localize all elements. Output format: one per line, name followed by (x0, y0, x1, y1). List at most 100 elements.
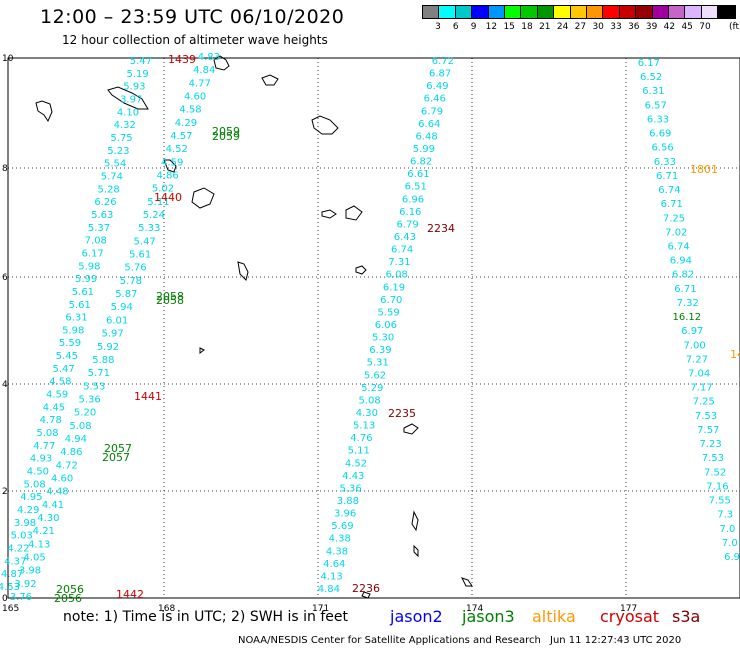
wave-height-label: 5.98 (62, 325, 84, 336)
wave-height-label: 5.33 (138, 223, 160, 234)
wave-height-label: 7.55 (709, 496, 731, 507)
wave-height-label: 7.0 (722, 538, 738, 549)
wave-height-label: 4.60 (184, 92, 206, 103)
wave-height-label: 6.71 (674, 284, 696, 295)
wave-height-label: 3.97 (120, 94, 142, 105)
island-outline (261, 74, 279, 86)
wave-height-label: 4.86 (156, 171, 178, 182)
island-outline (237, 261, 249, 281)
wave-height-label: 6.74 (658, 185, 680, 196)
wave-height-label: 4.05 (23, 552, 45, 563)
wave-height-label: 7.53 (695, 411, 717, 422)
wave-height-label: 5.11 (147, 197, 169, 208)
wave-height-label: 5.61 (72, 287, 94, 298)
wave-height-label: 7.27 (686, 354, 708, 365)
wave-height-label: 6.17 (81, 248, 103, 259)
wave-height-label: 5.03 (11, 531, 33, 542)
satellite-tracks: 5.47 5.19 5.933.97 4.10 4.32 5.75 5.23 5.545.74… (0, 52, 740, 603)
pass-time-label: 2059 (212, 130, 240, 143)
colorbar-tick-label: 39 (645, 22, 658, 32)
island-outline (355, 265, 367, 275)
island-outline (199, 347, 205, 354)
wave-height-label: 6.71 (661, 199, 683, 210)
grid-lines (7, 57, 740, 599)
wave-height-label: 5.75 (110, 133, 132, 144)
wave-height-label: 4.22 (7, 544, 29, 555)
pass-time-label: 1440 (154, 191, 182, 204)
wave-height-label: 5.78 (120, 276, 142, 287)
wave-height-label: 4.84 (193, 65, 215, 76)
wave-height-label: 6.33 (654, 157, 676, 168)
x-tick-label: 177 (620, 604, 637, 614)
island-outline (191, 187, 215, 209)
legend-altika: altika (532, 607, 576, 626)
wave-height-label: 5.99 (75, 274, 97, 285)
credit-text: NOAA/NESDIS Center for Satellite Applica… (238, 635, 541, 646)
pass-time-label: 14 (730, 348, 740, 361)
wave-height-label: 5.36 (339, 483, 361, 494)
wave-height-label: 6.74 (391, 245, 413, 256)
wave-height-label: 7.16 (706, 481, 728, 492)
colorbar-tick-label: 12 (485, 22, 498, 32)
wave-height-label: 4.45 (43, 402, 65, 413)
wave-height-label: 4.84 (318, 584, 340, 595)
wave-height-label: 7.04 (688, 369, 710, 380)
y-tick-label: 4 (2, 380, 8, 390)
y-tick-label: 8 (2, 164, 8, 174)
colorbar-tick-label: 21 (539, 22, 551, 32)
wave-height-label: 4.72 (56, 460, 78, 471)
x-tick-label: 174 (466, 604, 483, 614)
wave-height-label: 6.57 (645, 100, 667, 111)
wave-height-label: 5.97 (101, 329, 123, 340)
x-tick-label: 165 (2, 604, 19, 614)
wave-height-label: 6.17 (638, 58, 660, 69)
wave-height-label: 6.43 (394, 232, 416, 243)
colorbar-tick-label: 3 (435, 22, 441, 32)
wave-height-label: 4.95 (20, 492, 42, 503)
wave-height-label: 7.3 (717, 510, 733, 521)
wave-height-label: 6.08 (386, 270, 408, 281)
wave-height-label: 6.82 (672, 270, 694, 281)
wave-height-label: 5.08 (358, 395, 380, 406)
wave-height-label: 5.61 (69, 300, 91, 311)
wave-height-label: 7.08 (85, 236, 107, 247)
legend-cryosat: cryosat (600, 607, 660, 626)
wave-height-label: 4.13 (28, 539, 50, 550)
wave-height-label: 3.92 (14, 579, 36, 590)
wave-height-label: 4.38 (329, 534, 351, 545)
wave-height-label: 4.38 (326, 546, 348, 557)
wave-height-label: 4.83 (198, 52, 220, 63)
wave-height-label: 6.06 (375, 320, 397, 331)
colorbar-tick-label: 9 (470, 22, 477, 32)
wave-height-label: 4.77 (33, 441, 55, 452)
colorbar-tick-label: 30 (592, 22, 604, 32)
colorbar-tick-label: 18 (521, 22, 533, 32)
wave-height-label: 6.16 (399, 207, 421, 218)
colorbar-unit: (ft) (729, 22, 740, 32)
wave-height-label: 5.62 (364, 370, 386, 381)
wave-height-label: 5.02 (152, 184, 174, 195)
island-outline (403, 423, 419, 435)
wave-height-label: 5.59 (59, 338, 81, 349)
generation-timestamp: Jun 11 12:27:43 UTC 2020 (550, 635, 682, 646)
page-subtitle: 12 hour collection of altimeter wave hei… (62, 33, 328, 47)
wave-height-label: 4.57 (170, 131, 192, 142)
wave-height-label: 7.57 (697, 425, 719, 436)
wave-height-label: 4.43 (342, 471, 364, 482)
wave-height-label: 4.78 (40, 415, 62, 426)
wave-height-label: 5.19 (127, 69, 149, 80)
wave-height-label: 4.53 (0, 582, 20, 593)
wave-height-label: 5.47 (52, 364, 74, 375)
wave-height-label: 7.17 (690, 383, 712, 394)
island-outline (35, 100, 53, 123)
wave-height-label: 4.29 (175, 118, 197, 129)
wave-height-label: 5.61 (129, 250, 151, 261)
wave-height-label: 4.13 (320, 571, 342, 582)
colorbar-tick-label: 36 (628, 22, 640, 32)
wave-height-label: 4.59 (46, 390, 68, 401)
wave-height-label: 7.25 (663, 213, 685, 224)
wave-height-label: 6.51 (405, 182, 427, 193)
wave-height-label: 5.36 (79, 394, 101, 405)
island-outline (345, 205, 363, 221)
